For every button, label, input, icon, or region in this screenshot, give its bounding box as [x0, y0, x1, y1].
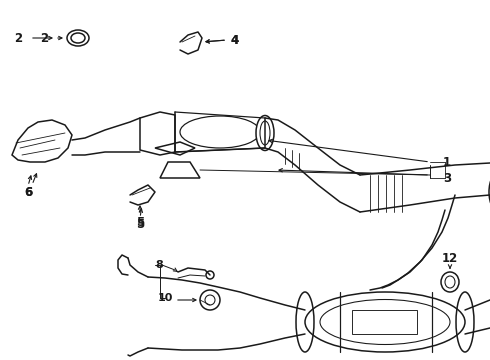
- Text: 1: 1: [443, 156, 451, 168]
- Ellipse shape: [180, 116, 260, 148]
- Text: 2: 2: [40, 31, 48, 45]
- Ellipse shape: [256, 116, 274, 150]
- Text: 4: 4: [230, 33, 238, 46]
- Bar: [352, 310, 417, 334]
- Text: 2: 2: [14, 31, 22, 45]
- Text: 4: 4: [230, 33, 238, 46]
- Text: 3: 3: [443, 171, 451, 184]
- Text: 12: 12: [442, 252, 458, 265]
- Text: 6: 6: [24, 185, 32, 198]
- Text: 8: 8: [155, 260, 163, 270]
- Text: 5: 5: [136, 216, 144, 229]
- Text: 6: 6: [24, 185, 32, 198]
- Text: 5: 5: [136, 219, 144, 231]
- Text: 10: 10: [158, 293, 173, 303]
